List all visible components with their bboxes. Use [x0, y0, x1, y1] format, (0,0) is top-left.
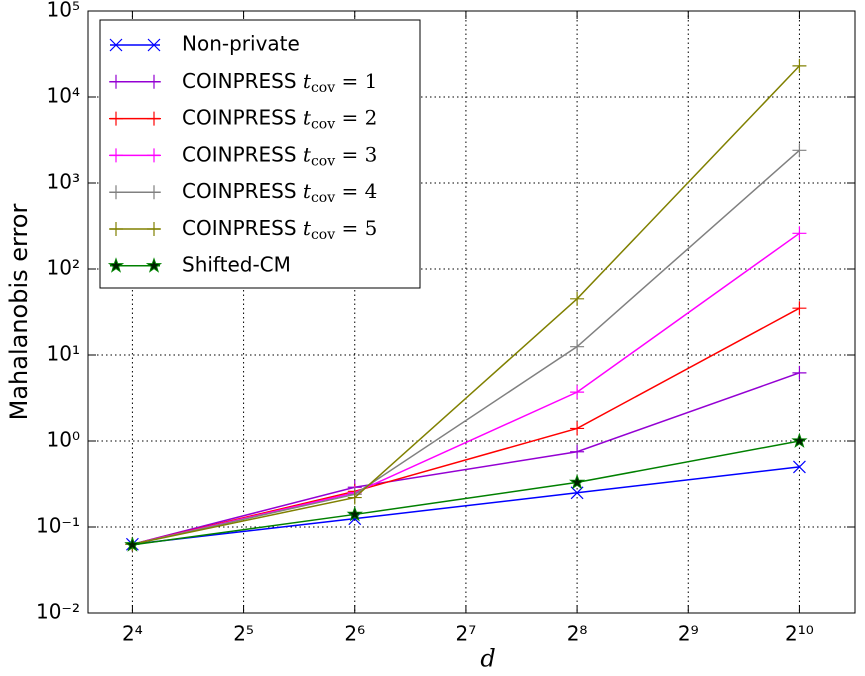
- legend-marker: [147, 38, 161, 52]
- x-tick-label: 2⁶: [344, 622, 365, 646]
- marker: [570, 486, 584, 500]
- legend-label: COINPRESS tcov = 2: [182, 105, 377, 133]
- legend-box: [99, 19, 421, 289]
- y-tick-label: 10²: [47, 256, 80, 280]
- legend-marker: [107, 257, 125, 273]
- legend-label: COINPRESS tcov = 1: [182, 68, 377, 96]
- x-tick-label: 2⁸: [567, 622, 588, 646]
- x-axis-label: d: [480, 645, 495, 673]
- x-tick-label: 2⁷: [456, 622, 477, 646]
- marker: [570, 421, 585, 436]
- marker: [792, 143, 807, 158]
- marker: [570, 291, 585, 306]
- marker: [570, 444, 585, 459]
- legend-label: COINPRESS tcov = 3: [182, 142, 377, 170]
- legend-marker: [147, 111, 161, 126]
- data-line: [132, 466, 800, 546]
- legend-label: COINPRESS tcov = 4: [182, 179, 377, 207]
- legend-marker: [147, 148, 161, 163]
- legend-marker: [109, 222, 123, 236]
- legend-marker: [109, 74, 123, 89]
- y-tick-label: 10⁻²: [36, 600, 80, 624]
- legend-marker: [109, 148, 123, 163]
- y-tick-label: 10⁰: [47, 428, 80, 452]
- marker: [792, 58, 807, 73]
- y-tick-label: 10⁵: [47, 0, 80, 22]
- marker: [124, 536, 141, 552]
- marker: [570, 339, 585, 354]
- data-line: [132, 149, 800, 545]
- marker: [347, 490, 362, 505]
- x-tick-label: 2⁴: [122, 622, 143, 646]
- marker: [346, 505, 363, 522]
- legend-marker: [109, 111, 123, 126]
- marker: [568, 473, 586, 490]
- y-tick-label: 10³: [47, 170, 80, 194]
- y-tick-label: 10¹: [47, 342, 80, 366]
- legend-marker: [147, 222, 161, 236]
- marker: [792, 301, 807, 316]
- marker: [570, 385, 585, 400]
- legend-label: Non-private: [182, 32, 300, 56]
- data-line: [132, 372, 800, 545]
- legend-label: Shifted-CM: [182, 252, 291, 276]
- marker: [793, 460, 806, 474]
- y-tick-label: 10⁻¹: [36, 514, 80, 538]
- marker: [792, 365, 807, 380]
- legend-marker: [147, 74, 161, 89]
- legend-marker: [147, 185, 161, 200]
- marker: [792, 226, 807, 241]
- marker: [791, 432, 808, 448]
- data-line: [132, 65, 800, 545]
- y-tick-label: 10⁴: [47, 84, 80, 108]
- legend-label: COINPRESS tcov = 5: [182, 216, 377, 244]
- legend-marker: [109, 185, 123, 200]
- data-line: [132, 440, 800, 546]
- x-tick-label: 2⁹: [678, 622, 699, 646]
- legend-marker: [145, 257, 163, 273]
- x-tick-label: 2¹⁰: [785, 622, 814, 646]
- y-axis-label: Mahalanobis error: [5, 204, 33, 421]
- legend-marker: [109, 38, 123, 52]
- x-tick-label: 2⁵: [233, 622, 254, 646]
